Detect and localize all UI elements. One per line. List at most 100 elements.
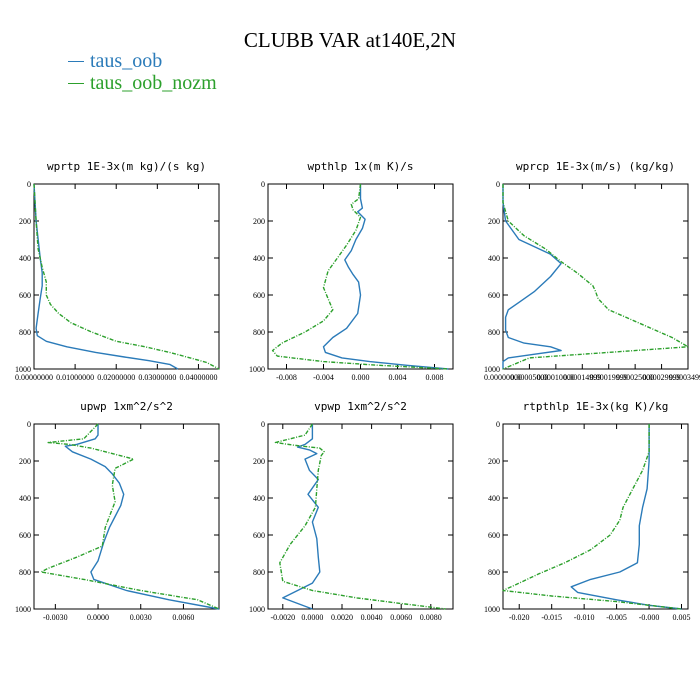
y-tick-label: 1000: [249, 605, 265, 614]
x-tick-label: -0.0030: [43, 613, 68, 622]
series-line-taus-oob: [33, 183, 179, 370]
figure-title: CLUBB VAR at140E,2N: [243, 28, 457, 52]
legend-item-taus-oob: taus_oob: [68, 50, 217, 72]
plot-frame: [33, 423, 220, 610]
legend-swatch-taus-oob: [68, 60, 84, 62]
y-tick-label: 1000: [15, 365, 31, 374]
series-line-taus-oob-nozm: [274, 423, 446, 610]
x-tick-label: -0.015: [541, 613, 562, 622]
y-tick-label: 0: [261, 180, 265, 189]
x-tick-label: 0.00019999: [590, 373, 628, 382]
chart-title: wprtp 1E-3x(m kg)/(s kg): [47, 160, 206, 173]
y-tick-label: 200: [19, 217, 31, 226]
x-tick-label: -0.010: [574, 613, 595, 622]
y-tick-label: 800: [19, 568, 31, 577]
y-tick-label: 200: [19, 457, 31, 466]
x-tick-label: 0.0030: [130, 613, 152, 622]
plot-frame: [33, 183, 220, 370]
y-tick-label: 1000: [15, 605, 31, 614]
y-tick-label: 400: [19, 494, 31, 503]
x-tick-label: 0.0000: [301, 613, 323, 622]
x-tick-label: 0.0000: [87, 613, 109, 622]
y-tick-label: 600: [253, 531, 265, 540]
legend: taus_oob taus_oob_nozm: [68, 50, 217, 94]
series-line-taus-oob: [64, 424, 220, 610]
x-tick-label: 0.02000000: [97, 373, 135, 382]
y-tick-label: 400: [19, 254, 31, 263]
x-tick-label: 0.03000000: [138, 373, 176, 382]
chart-title: rtpthlp 1E-3x(kg K)/kg: [523, 400, 669, 413]
chart-title: wprcp 1E-3x(m/s) (kg/kg): [516, 160, 675, 173]
y-tick-label: 400: [253, 494, 265, 503]
x-tick-label: 0.0020: [331, 613, 353, 622]
series-line-taus-oob: [502, 184, 562, 369]
series-line-taus-oob-nozm: [502, 424, 682, 610]
plot-frame: [502, 183, 689, 370]
series-line-taus-oob-nozm: [40, 423, 220, 610]
chart-panel-4: upwp 1xm^2/s^2 0 200 400 600 800 1000 -0.0030 0.…: [15, 400, 220, 622]
y-tick-label: 0: [496, 180, 500, 189]
plot-frame: [267, 423, 454, 610]
y-tick-label: 600: [19, 531, 31, 540]
series-line-taus-oob-nozm: [502, 184, 689, 370]
y-tick-label: 0: [261, 420, 265, 429]
x-tick-label: 0.00034999: [669, 373, 700, 382]
y-tick-label: 200: [253, 217, 265, 226]
legend-swatch-taus-oob-nozm: [68, 82, 84, 84]
plot-frame: [502, 423, 689, 610]
x-tick-label: -0.000: [639, 613, 660, 622]
y-tick-label: 600: [253, 291, 265, 300]
x-tick-label: 0.000: [352, 373, 370, 382]
x-tick-label: 0.01000000: [56, 373, 94, 382]
x-tick-label: 0.004: [389, 373, 407, 382]
series-line-taus-oob: [322, 184, 449, 370]
x-tick-label: 0.00025000: [616, 373, 654, 382]
chart-title: vpwp 1xm^2/s^2: [314, 400, 407, 413]
chart-title: upwp 1xm^2/s^2: [80, 400, 173, 413]
y-tick-label: 0: [496, 420, 500, 429]
y-tick-label: 400: [488, 494, 500, 503]
y-tick-label: 400: [253, 254, 265, 263]
y-tick-label: 600: [488, 291, 500, 300]
plot-frame: [267, 183, 454, 370]
series-line-taus-oob-nozm: [271, 183, 449, 370]
x-tick-label: 0.00000000: [15, 373, 53, 382]
legend-label-taus-oob: taus_oob: [90, 49, 163, 72]
series-line-taus-oob-nozm: [33, 183, 220, 370]
y-tick-label: 800: [488, 328, 500, 337]
legend-label-taus-oob-nozm: taus_oob_nozm: [90, 71, 217, 94]
x-tick-label: -0.0020: [270, 613, 295, 622]
y-tick-label: 600: [488, 531, 500, 540]
series-line-taus-oob: [570, 424, 682, 610]
y-tick-label: 200: [253, 457, 265, 466]
y-tick-label: 1000: [484, 365, 500, 374]
x-tick-label: 0.005: [673, 613, 691, 622]
x-tick-label: -0.004: [313, 373, 334, 382]
y-tick-label: 200: [488, 457, 500, 466]
chart-panel-3: wprcp 1E-3x(m/s) (kg/kg) 0 200 400 600 800 100…: [484, 160, 700, 382]
y-tick-label: 1000: [249, 365, 265, 374]
x-tick-label: 0.0060: [390, 613, 412, 622]
x-tick-label: 0.00029999: [643, 373, 681, 382]
legend-item-taus-oob-nozm: taus_oob_nozm: [68, 72, 217, 94]
x-tick-label: 0.0080: [420, 613, 442, 622]
y-tick-label: 800: [253, 328, 265, 337]
chart-panel-2: wpthlp 1x(m K)/s 0 200 400 600 800 1000 -0.008 -…: [249, 160, 454, 382]
x-tick-label: 0.00010000: [537, 373, 575, 382]
chart-panel-1: wprtp 1E-3x(m kg)/(s kg) 0 200 400 600 800 100…: [15, 160, 220, 382]
x-tick-label: 0.008: [426, 373, 444, 382]
y-tick-label: 400: [488, 254, 500, 263]
series-line-taus-oob: [282, 424, 321, 610]
y-tick-label: 800: [488, 568, 500, 577]
y-tick-label: 0: [27, 420, 31, 429]
x-tick-label: 0.0040: [361, 613, 383, 622]
x-tick-label: 0.0060: [172, 613, 194, 622]
x-tick-label: -0.008: [276, 373, 297, 382]
y-tick-label: 0: [27, 180, 31, 189]
x-tick-label: 0.00000000: [484, 373, 522, 382]
y-tick-label: 200: [488, 217, 500, 226]
y-tick-label: 600: [19, 291, 31, 300]
chart-panel-5: vpwp 1xm^2/s^2 0 200 400 600 800 1000 -0.0020 0.…: [249, 400, 454, 622]
y-tick-label: 1000: [484, 605, 500, 614]
